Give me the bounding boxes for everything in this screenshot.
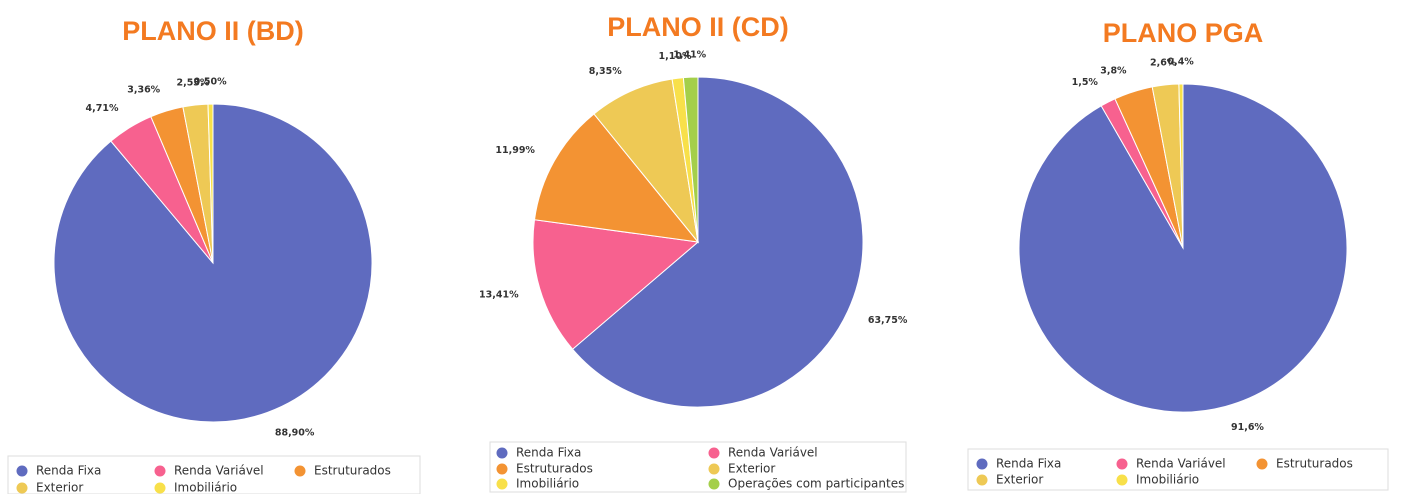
pie-slice — [532, 219, 700, 350]
data-label: 0,4% — [1167, 57, 1194, 68]
legend-label: Renda Variável — [1136, 457, 1226, 471]
legend-label: Exterior — [996, 473, 1043, 487]
data-label: 1,41% — [673, 50, 706, 61]
legend-swatch — [496, 463, 508, 475]
legend-label: Renda Variável — [728, 446, 818, 460]
data-label: 63,75% — [868, 315, 908, 326]
legend-label: Operações com participantes — [728, 477, 904, 491]
legend-swatch — [496, 478, 508, 490]
data-label: 11,99% — [495, 145, 535, 156]
legend-label: Estruturados — [314, 464, 391, 478]
legend-label: Estruturados — [1276, 457, 1353, 471]
legend-swatch — [976, 458, 988, 470]
legend-swatch — [16, 465, 28, 477]
legend-label: Exterior — [728, 462, 775, 476]
legend-swatch — [16, 482, 28, 494]
data-label: 4,71% — [86, 103, 119, 114]
legend-label: Exterior — [36, 481, 83, 494]
legend-swatch — [1256, 458, 1268, 470]
legend-label: Imobiliário — [174, 481, 237, 494]
data-label: 91,6% — [1231, 422, 1264, 433]
legend-swatch — [1116, 458, 1128, 470]
data-label: 0,50% — [194, 77, 227, 88]
legend-label: Renda Fixa — [36, 464, 101, 478]
legend-label: Renda Fixa — [996, 457, 1061, 471]
chart-title: PLANO II (CD) — [607, 12, 789, 42]
legend-box — [489, 441, 907, 493]
data-label: 8,35% — [589, 66, 622, 77]
pie-slice — [571, 76, 864, 408]
pie-slice — [593, 78, 699, 244]
legend-label: Imobiliário — [516, 477, 579, 491]
pie-slice — [1018, 83, 1348, 413]
data-label: 2,6% — [1150, 58, 1177, 69]
legend-label: Estruturados — [516, 462, 593, 476]
legend-label: Renda Fixa — [516, 446, 581, 460]
legend-swatch — [154, 482, 166, 494]
legend-swatch — [294, 465, 306, 477]
legend-box — [967, 448, 1389, 491]
legend-swatch — [496, 447, 508, 459]
data-label: 88,90% — [275, 428, 315, 439]
data-label: 3,36% — [127, 84, 160, 95]
pie-slice — [207, 103, 214, 264]
data-label: 13,41% — [479, 289, 519, 300]
chart-title: PLANO II (BD) — [122, 16, 304, 46]
legend-swatch — [708, 463, 720, 475]
chart-title: PLANO PGA — [1103, 18, 1264, 48]
data-label: 1,5% — [1072, 77, 1099, 88]
legend-label: Renda Variável — [174, 464, 264, 478]
legend-swatch — [1116, 474, 1128, 486]
pie-slice — [682, 76, 699, 243]
legend-swatch — [708, 478, 720, 490]
data-label: 1,10% — [659, 51, 692, 62]
pie-slice — [533, 113, 700, 243]
legend-swatch — [976, 474, 988, 486]
data-label: 3,8% — [1100, 65, 1127, 76]
pie-slice — [1178, 83, 1184, 249]
data-label: 2,53% — [176, 78, 209, 89]
legend-swatch — [708, 447, 720, 459]
legend-box — [7, 455, 421, 494]
legend-label: Imobiliário — [1136, 473, 1199, 487]
legend-swatch — [154, 465, 166, 477]
